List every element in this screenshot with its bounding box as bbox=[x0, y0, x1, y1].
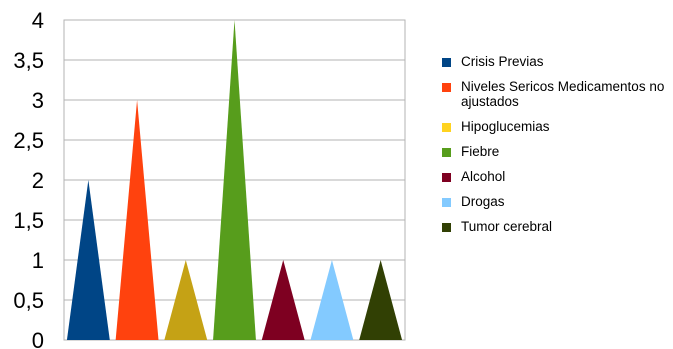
y-tick-label: 2,5 bbox=[13, 128, 44, 153]
legend-label: Fiebre bbox=[461, 144, 500, 159]
legend-item: Fiebre bbox=[442, 144, 673, 159]
legend-swatch bbox=[442, 83, 451, 92]
y-tick-label: 0,5 bbox=[13, 288, 44, 313]
legend-label: Hipoglucemias bbox=[461, 119, 550, 134]
legend-swatch bbox=[442, 198, 451, 207]
legend-item: Niveles Sericos Medicamentos no ajustado… bbox=[442, 79, 673, 109]
y-tick-label: 1 bbox=[32, 248, 44, 273]
legend-item: Crisis Previas bbox=[442, 54, 673, 69]
legend-label: Drogas bbox=[461, 194, 505, 209]
y-tick-label: 1,5 bbox=[13, 208, 44, 233]
legend-label: Tumor cerebral bbox=[461, 219, 553, 234]
legend-label: Niveles Sericos Medicamentos no ajustado… bbox=[461, 79, 665, 109]
legend-label: Alcohol bbox=[461, 169, 506, 184]
bar-4 bbox=[261, 260, 305, 340]
legend-swatch bbox=[442, 123, 451, 132]
y-tick-label: 0 bbox=[32, 328, 44, 349]
bar-5 bbox=[310, 260, 354, 340]
bar-3 bbox=[213, 20, 256, 340]
legend-item: Tumor cerebral bbox=[442, 219, 673, 234]
bar-6 bbox=[359, 260, 403, 340]
bar-2 bbox=[164, 260, 208, 340]
legend-swatch bbox=[442, 173, 451, 182]
bar-1 bbox=[115, 100, 159, 340]
legend-item: Alcohol bbox=[442, 169, 673, 184]
y-tick-label: 3 bbox=[32, 88, 44, 113]
legend-swatch bbox=[442, 223, 451, 232]
y-tick-label: 4 bbox=[32, 8, 44, 33]
legend-label: Crisis Previas bbox=[461, 54, 544, 69]
legend-swatch bbox=[442, 148, 451, 157]
y-tick-label: 2 bbox=[32, 168, 44, 193]
y-tick-label: 3,5 bbox=[13, 48, 44, 73]
legend: Crisis Previas Niveles Sericos Medicamen… bbox=[442, 54, 673, 244]
legend-item: Hipoglucemias bbox=[442, 119, 673, 134]
bar-0 bbox=[66, 180, 110, 340]
legend-swatch bbox=[442, 58, 451, 67]
legend-item: Drogas bbox=[442, 194, 673, 209]
